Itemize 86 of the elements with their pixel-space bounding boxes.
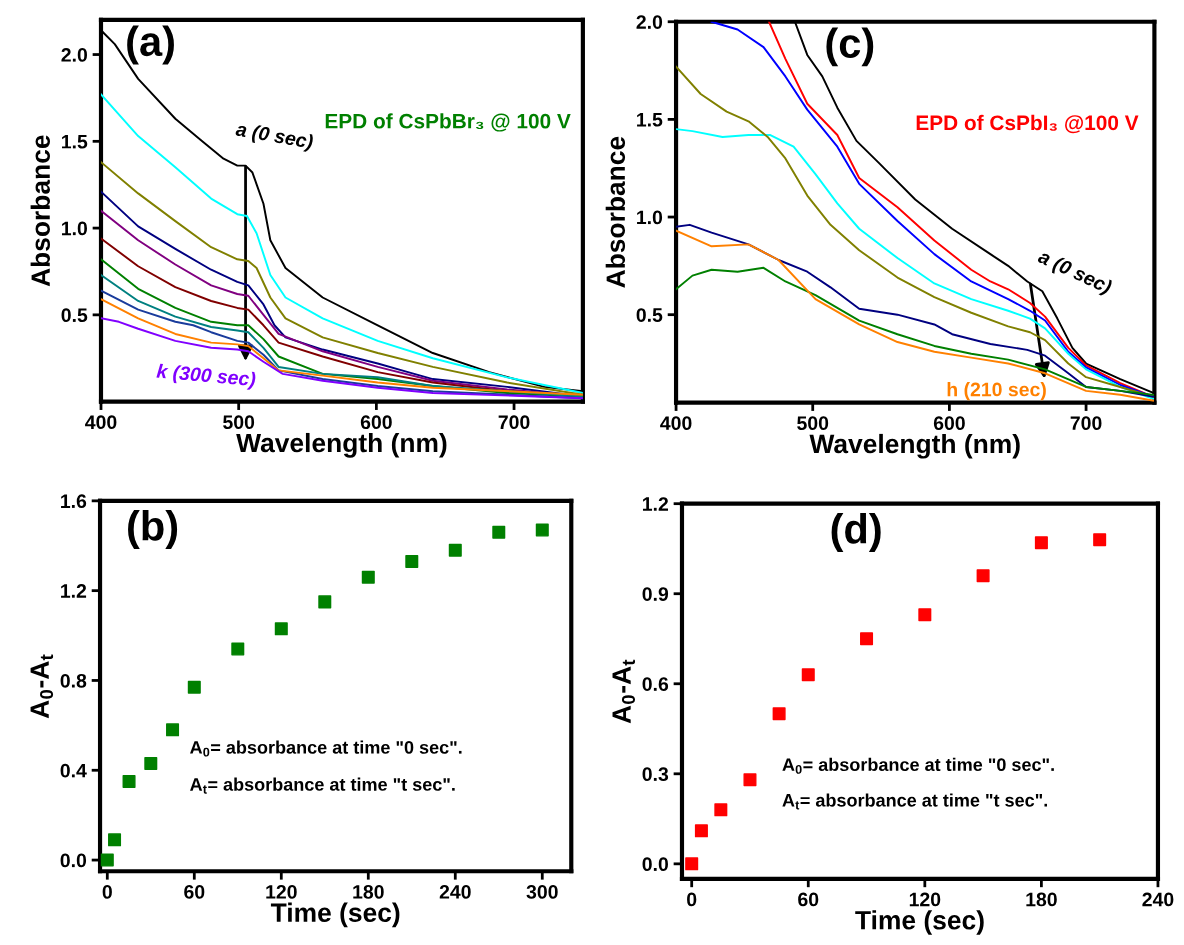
annotation: (a)	[127, 25, 174, 65]
annotation: h (210 sec)	[947, 382, 1046, 401]
point	[685, 857, 699, 871]
point	[743, 773, 757, 787]
y-axis-title: Absorbance	[605, 136, 626, 288]
y-tick-label: 0.0	[60, 853, 87, 868]
point	[231, 642, 245, 656]
annotation: (b)	[128, 510, 178, 549]
annotation: A$_{0}$= absorbance at time "0 sec".	[782, 757, 1054, 774]
x-axis-title: Wavelength (nm)	[236, 432, 447, 458]
point	[144, 757, 158, 771]
x-tick-label: 120	[266, 885, 297, 899]
y-tick-label: 1.0	[62, 221, 88, 236]
x-tick-label: 180	[1026, 892, 1057, 907]
x-tick-label: 400	[660, 416, 692, 431]
x-tick-label: 240	[1142, 892, 1174, 907]
x-tick-label: 500	[797, 416, 829, 431]
x-tick-label: 600	[360, 415, 392, 430]
point	[492, 525, 506, 539]
point	[801, 668, 815, 682]
x-tick-label: 700	[1070, 416, 1102, 431]
point	[1093, 533, 1107, 547]
y-tick-label: 0.5	[61, 308, 88, 323]
y-tick-label: 0.4	[60, 763, 87, 778]
x-axis-title: Wavelength (nm)	[809, 433, 1020, 459]
y-tick-label: 2.0	[636, 15, 663, 29]
point	[108, 833, 122, 847]
y-tick-label: 0.6	[642, 677, 669, 691]
point	[166, 723, 180, 737]
point	[274, 622, 288, 636]
annotation: A$_{0}$= absorbance at time "0 sec".	[190, 740, 462, 757]
y-tick-label: 1.5	[637, 113, 663, 127]
y-axis-title: A$_{0}$-A$_{t}$	[612, 659, 636, 724]
point	[122, 774, 136, 788]
x-tick-label: 300	[526, 885, 558, 899]
x-tick-label: 700	[498, 415, 530, 430]
point	[448, 543, 462, 557]
point	[860, 632, 874, 646]
x-tick-label: 240	[439, 885, 471, 899]
point	[318, 595, 332, 609]
annotation: EPD of CsPbI₃ @100 V	[916, 114, 1139, 134]
y-tick-label: 0.3	[642, 767, 669, 782]
y-tick-label: 0.9	[642, 587, 669, 601]
annotation: a (0 sec)	[234, 121, 314, 153]
y-tick-label: 0.5	[636, 308, 663, 322]
point	[714, 803, 728, 817]
annotation: (c)	[826, 27, 874, 67]
y-tick-label: 2.0	[61, 48, 88, 62]
point	[1034, 536, 1048, 550]
x-tick-label: 180	[353, 885, 384, 899]
point	[361, 570, 375, 584]
point	[976, 569, 990, 583]
point	[405, 554, 419, 568]
x-tick-label: 600	[933, 416, 965, 431]
point	[100, 853, 114, 867]
annotation: A$_{t}$= absorbance at time "t sec".	[190, 777, 455, 794]
x-tick-label: 400	[85, 415, 117, 430]
y-tick-label: 1.0	[637, 210, 663, 225]
x-tick-label: 60	[798, 892, 819, 907]
line-series	[101, 93, 583, 394]
x-tick-label: 60	[184, 885, 205, 899]
annotation: k (300 sec)	[156, 363, 256, 391]
point	[918, 608, 932, 622]
x-axis-title: Time (sec)	[270, 902, 400, 928]
x-tick-label: 500	[223, 415, 255, 430]
x-tick-label: 0	[102, 885, 112, 899]
point	[187, 680, 201, 694]
y-axis-title: Absorbance	[30, 135, 50, 287]
y-tick-label: 0.8	[60, 673, 87, 688]
x-tick-label: 0	[687, 892, 697, 907]
point	[694, 824, 708, 838]
y-tick-label: 1.2	[61, 584, 87, 598]
annotation: A$_{t}$= absorbance at time "t sec".	[782, 793, 1048, 810]
y-axis-title: A$_{0}$-A$_{t}$	[30, 654, 54, 719]
x-tick-label: 120	[909, 892, 941, 907]
y-tick-label: 0.0	[642, 857, 668, 872]
line-series	[101, 317, 583, 400]
annotation: (d)	[831, 513, 881, 552]
annotation: a (0 sec)	[1035, 248, 1114, 298]
y-tick-label: 1.6	[61, 494, 87, 509]
y-tick-label: 1.2	[642, 497, 669, 511]
point	[535, 523, 549, 537]
x-axis-title: Time (sec)	[855, 910, 984, 935]
point	[772, 707, 786, 721]
y-tick-label: 1.5	[62, 134, 88, 149]
annotation: EPD of CsPbBr₃ @ 100 V	[325, 113, 571, 132]
